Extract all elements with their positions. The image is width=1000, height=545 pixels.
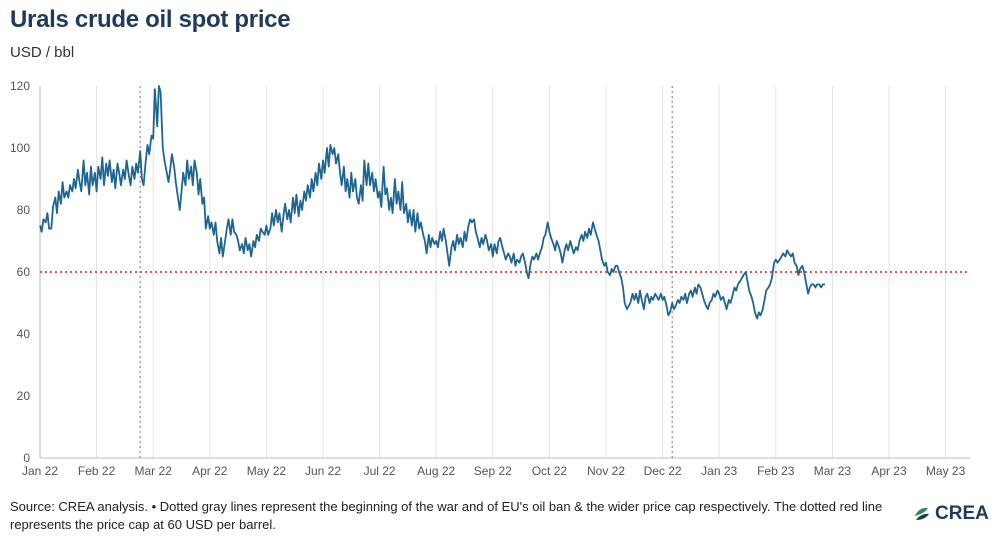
crea-logo-icon — [915, 507, 929, 520]
y-tick-label: 120 — [10, 79, 30, 93]
x-tick-label: Feb 23 — [757, 464, 795, 478]
x-tick-label: Jan 23 — [701, 464, 737, 478]
x-tick-label: Mar 23 — [814, 464, 852, 478]
x-tick-label: Apr 23 — [871, 464, 907, 478]
x-tick-label: Jul 22 — [364, 464, 396, 478]
price-series-line — [39, 85, 825, 320]
y-tick-label: 100 — [10, 141, 30, 155]
x-tick-label: Feb 22 — [78, 464, 116, 478]
x-tick-label: Dec 22 — [644, 464, 682, 478]
x-tick-label: Aug 22 — [417, 464, 455, 478]
x-tick-label: Jan 22 — [22, 464, 58, 478]
y-tick-label: 0 — [23, 451, 30, 465]
y-tick-label: 80 — [17, 203, 31, 217]
reference-lines — [40, 86, 970, 458]
line-chart: Jan 22 Feb 22 Mar 22 Apr 22 May 22 Jun 22 Jul … — [10, 79, 970, 478]
x-tick-label: Jun 22 — [305, 464, 341, 478]
y-tick-label: 60 — [17, 265, 31, 279]
y-tick-label: 40 — [17, 327, 31, 341]
x-tick-label: Sep 22 — [474, 464, 512, 478]
x-tick-label: Apr 22 — [192, 464, 228, 478]
x-tick-label: May 22 — [247, 464, 287, 478]
x-tick-label: Nov 22 — [587, 464, 625, 478]
crea-logo: CREA — [912, 503, 989, 525]
crea-logo-text: CREA — [935, 503, 989, 524]
x-tick-label: May 23 — [926, 464, 966, 478]
x-tick-label: Mar 22 — [135, 464, 173, 478]
axis-labels: Jan 22 Feb 22 Mar 22 Apr 22 May 22 Jun 22 Jul … — [10, 79, 966, 478]
y-tick-label: 20 — [17, 389, 31, 403]
source-note: Source: CREA analysis. • Dotted gray lin… — [10, 499, 883, 532]
x-tick-label: Oct 22 — [532, 464, 568, 478]
series-layer — [39, 85, 825, 320]
y-axis-unit-label: USD / bbl — [10, 44, 75, 61]
chart-title: Urals crude oil spot price — [10, 6, 291, 33]
